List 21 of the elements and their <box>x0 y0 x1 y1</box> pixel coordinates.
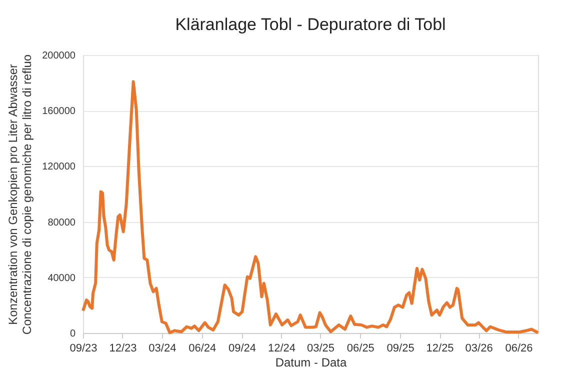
y-tick-label: 80000 <box>48 217 76 228</box>
y-tick-label: 160000 <box>42 106 76 118</box>
x-tick-label: 09/25 <box>386 342 414 354</box>
x-tick-label: 09/24 <box>228 342 256 354</box>
y-tick-label: 40000 <box>48 272 76 284</box>
x-tick-label: 12/23 <box>109 342 137 354</box>
x-tick-label: 03/25 <box>306 342 335 354</box>
x-tick-label: 12/24 <box>268 342 296 354</box>
x-axis-title: Datum - Data <box>275 356 347 370</box>
chart-title: Kläranlage Tobl - Depuratore di Tobl <box>175 15 446 34</box>
y-tick-label: 120000 <box>42 162 76 173</box>
y-axis-title: Konzentration von Genkopien pro Liter Abwasser Concentrazione di copie genomiche per litro di refluo <box>6 54 34 335</box>
y-tick-label: 200000 <box>42 50 76 62</box>
x-tick-label: 06/24 <box>188 342 216 354</box>
x-tick-label: 03/24 <box>148 342 176 354</box>
x-tick-label: 03/26 <box>465 342 493 354</box>
x-tick-label: 06/25 <box>346 342 374 354</box>
x-tick-label: 06/26 <box>505 342 533 354</box>
x-tick-label: 12/25 <box>426 342 454 354</box>
x-tick-label: 09/23 <box>70 342 98 354</box>
y-tick-label: 0 <box>70 328 76 340</box>
